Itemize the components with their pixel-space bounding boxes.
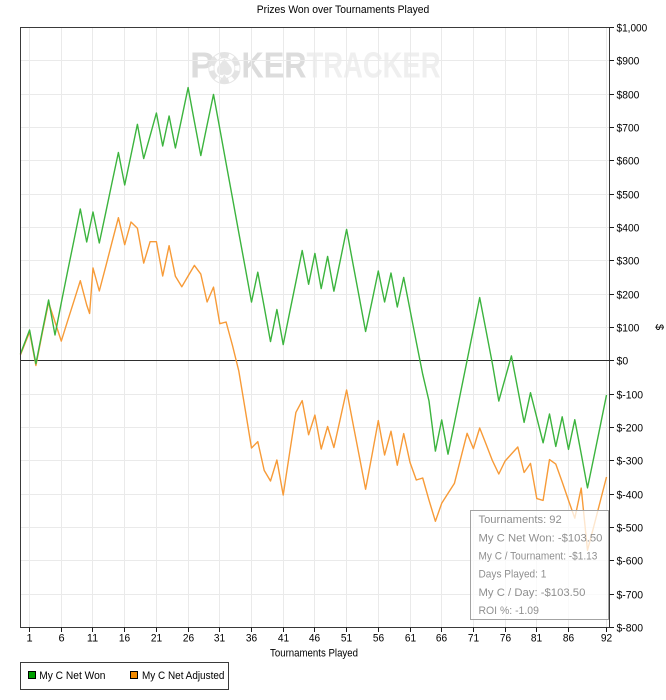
svg-text:71: 71 — [468, 633, 479, 645]
svg-text:$-300: $-300 — [617, 456, 644, 468]
svg-text:Days Played: 1: Days Played: 1 — [479, 569, 547, 581]
svg-text:$-800: $-800 — [617, 623, 644, 635]
svg-text:$600: $600 — [617, 156, 640, 168]
svg-text:Tournaments Played: Tournaments Played — [270, 648, 358, 660]
svg-text:11: 11 — [87, 633, 98, 645]
svg-text:My C / Tournament: -$1.13: My C / Tournament: -$1.13 — [479, 551, 598, 563]
svg-text:51: 51 — [341, 633, 352, 645]
svg-text:$0: $0 — [617, 356, 629, 368]
svg-text:$900: $900 — [617, 56, 640, 68]
svg-text:$-100: $-100 — [617, 390, 644, 402]
svg-text:My C Net Adjusted: My C Net Adjusted — [142, 670, 224, 682]
svg-text:$-600: $-600 — [617, 556, 644, 568]
svg-text:KER: KER — [242, 45, 307, 86]
svg-text:21: 21 — [151, 633, 162, 645]
svg-text:6: 6 — [58, 633, 64, 645]
svg-text:16: 16 — [119, 633, 130, 645]
svg-text:81: 81 — [531, 633, 542, 645]
svg-text:1: 1 — [26, 633, 32, 645]
svg-text:$400: $400 — [617, 223, 640, 235]
svg-text:$-400: $-400 — [617, 490, 644, 502]
svg-text:$-200: $-200 — [617, 423, 644, 435]
svg-text:56: 56 — [373, 633, 384, 645]
svg-text:My C Net Won: -$103.50: My C Net Won: -$103.50 — [479, 532, 603, 544]
svg-text:46: 46 — [309, 633, 320, 645]
svg-text:36: 36 — [246, 633, 257, 645]
svg-text:31: 31 — [214, 633, 225, 645]
svg-text:Tournaments: 92: Tournaments: 92 — [479, 514, 562, 526]
svg-text:$: $ — [653, 324, 665, 330]
svg-text:$-500: $-500 — [617, 523, 644, 535]
svg-text:$700: $700 — [617, 123, 640, 135]
svg-text:$-700: $-700 — [617, 590, 644, 602]
svg-text:76: 76 — [500, 633, 511, 645]
svg-text:66: 66 — [436, 633, 447, 645]
svg-text:86: 86 — [563, 633, 574, 645]
svg-text:ROI %: -1.09: ROI %: -1.09 — [479, 605, 539, 617]
svg-text:61: 61 — [405, 633, 416, 645]
svg-text:My C / Day: -$103.50: My C / Day: -$103.50 — [479, 587, 586, 599]
svg-text:My C Net Won: My C Net Won — [39, 670, 105, 682]
svg-text:$500: $500 — [617, 190, 640, 202]
svg-text:TRACKER: TRACKER — [307, 45, 441, 86]
svg-text:$1,000: $1,000 — [617, 23, 648, 35]
svg-text:$200: $200 — [617, 290, 640, 302]
svg-text:92: 92 — [601, 633, 612, 645]
svg-text:26: 26 — [183, 633, 194, 645]
svg-text:41: 41 — [278, 633, 289, 645]
svg-text:Prizes Won over Tournaments Pl: Prizes Won over Tournaments Played — [257, 4, 430, 16]
svg-text:$100: $100 — [617, 323, 640, 335]
svg-text:$800: $800 — [617, 90, 640, 102]
svg-text:$300: $300 — [617, 256, 640, 268]
